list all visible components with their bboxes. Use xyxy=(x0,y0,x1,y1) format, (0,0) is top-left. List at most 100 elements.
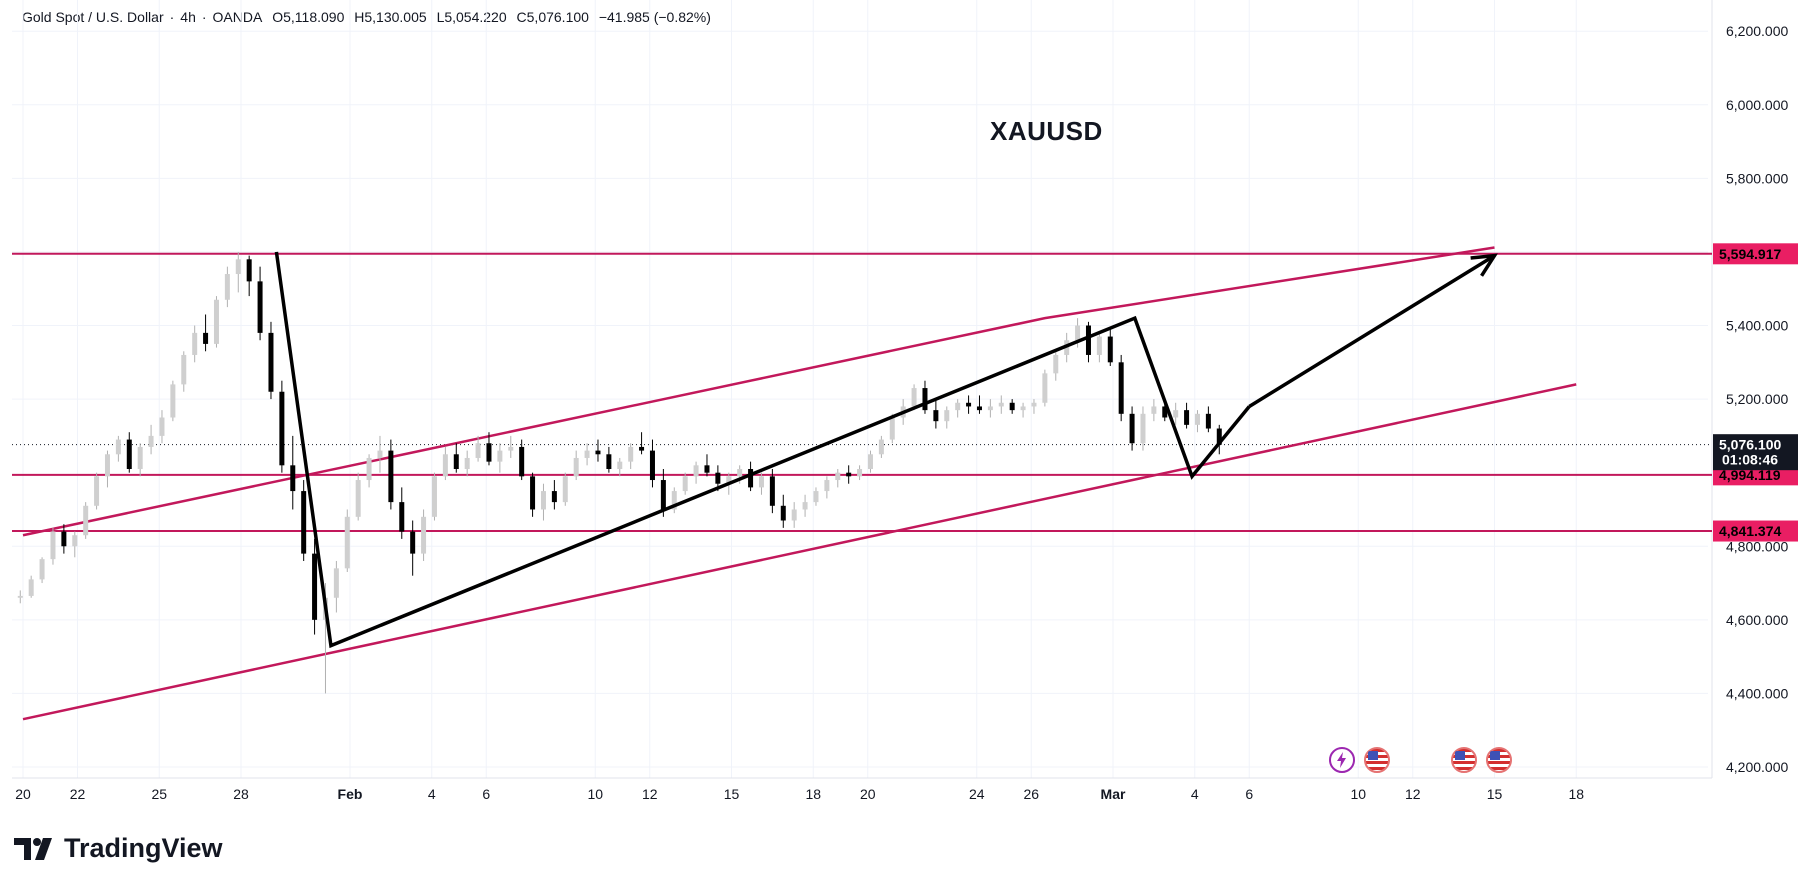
candle xyxy=(922,380,928,414)
header-separator: · xyxy=(169,9,175,25)
horizontal-levels xyxy=(12,246,1712,721)
candle xyxy=(758,472,764,495)
candle-body xyxy=(115,439,121,455)
candle xyxy=(126,432,132,473)
time-tick-label: 20 xyxy=(15,786,31,802)
candle-body xyxy=(682,476,688,492)
candle xyxy=(998,395,1004,414)
candle xyxy=(312,538,318,635)
us-flag-icon[interactable] xyxy=(1486,747,1512,773)
candle-body xyxy=(442,454,448,477)
time-tick-label: 18 xyxy=(805,786,821,802)
candle-body xyxy=(50,531,56,560)
time-tick-label: 4 xyxy=(428,786,436,802)
candle xyxy=(301,480,307,561)
candle xyxy=(1205,406,1211,433)
candle xyxy=(1042,369,1048,407)
candle-body xyxy=(857,469,863,477)
candle-body xyxy=(94,476,100,506)
time-tick-label: 6 xyxy=(482,786,490,802)
candle xyxy=(1053,351,1059,381)
candle xyxy=(115,435,121,462)
candle-body xyxy=(551,491,557,503)
candle-body xyxy=(530,476,536,510)
candle xyxy=(1107,329,1113,366)
candle-body xyxy=(213,299,219,344)
candle-body xyxy=(1075,325,1081,341)
trend-drawings xyxy=(274,251,1498,649)
candle xyxy=(1085,321,1091,363)
candle xyxy=(39,557,45,584)
candle xyxy=(584,443,590,466)
candle-body xyxy=(1173,410,1179,418)
candle-body xyxy=(813,491,819,503)
candle-body xyxy=(595,450,601,455)
price-tick-label: 4,200.000 xyxy=(1726,759,1788,775)
candle-body xyxy=(257,281,263,333)
candle xyxy=(649,439,655,488)
candle-body xyxy=(1031,402,1037,407)
candle-body xyxy=(955,402,961,411)
us-flag-icon[interactable] xyxy=(1451,747,1477,773)
candle xyxy=(213,296,219,348)
candle-body xyxy=(355,480,361,517)
candle-body xyxy=(388,450,394,503)
chart-header: Gold Spot / U.S. Dollar · 4h · OANDA O5,118.… xyxy=(22,9,717,25)
candle-body xyxy=(159,417,165,436)
projection-arrow-head xyxy=(1470,253,1498,277)
tradingview-brand[interactable]: TradingView xyxy=(14,833,223,864)
candle-body xyxy=(377,450,383,458)
candle xyxy=(453,443,459,473)
candle xyxy=(1009,399,1015,414)
timeframe-label[interactable]: 4h xyxy=(180,9,196,25)
candle-body xyxy=(1162,406,1168,418)
candle-body xyxy=(584,450,590,458)
candle xyxy=(1096,332,1102,363)
channel-line-lower xyxy=(22,383,1577,721)
level-price-tag-bg xyxy=(1713,243,1798,265)
candle-body xyxy=(39,559,45,580)
lightning-icon[interactable] xyxy=(1329,747,1355,773)
candle xyxy=(279,380,285,473)
time-tick-label: 26 xyxy=(1023,786,1039,802)
us-flag-icon[interactable] xyxy=(1364,747,1390,773)
candle-body xyxy=(148,435,154,447)
candle xyxy=(508,435,514,458)
candle-body xyxy=(464,457,470,470)
candle xyxy=(464,450,470,477)
candle-body xyxy=(1205,413,1211,429)
candle xyxy=(388,439,394,510)
candle xyxy=(955,399,961,418)
level-price-tag-label: 4,841.374 xyxy=(1719,523,1781,539)
time-tick-label: 4 xyxy=(1191,786,1199,802)
candle xyxy=(399,487,405,539)
price-tags: 5,594.917 4,994.119 4,841.374 5,076.10001:0… xyxy=(1713,243,1798,542)
candle xyxy=(933,399,939,429)
price-tick-label: 5,200.000 xyxy=(1726,391,1788,407)
candle xyxy=(257,266,263,341)
candle-body xyxy=(1151,406,1157,414)
candle-body xyxy=(453,454,459,470)
candle xyxy=(540,483,546,521)
price-tick-label: 6,200.000 xyxy=(1726,23,1788,39)
candle-body xyxy=(301,491,307,554)
symbol-title[interactable]: Gold Spot / U.S. Dollar xyxy=(22,9,164,25)
candle-body xyxy=(1096,336,1102,355)
candle-body xyxy=(1042,373,1048,403)
time-tick-label: 25 xyxy=(151,786,167,802)
candle-body xyxy=(486,443,492,462)
candle xyxy=(911,384,917,411)
candle-body xyxy=(639,446,645,451)
candle xyxy=(944,406,950,429)
candle xyxy=(475,435,481,462)
candle-body xyxy=(28,579,34,596)
candle-body xyxy=(1129,413,1135,444)
time-tick-label: 20 xyxy=(860,786,876,802)
candle-body xyxy=(998,402,1004,407)
candle-body xyxy=(137,446,143,470)
candle-body xyxy=(846,472,852,477)
time-tick-label: 15 xyxy=(724,786,740,802)
candle-body xyxy=(944,410,950,422)
candle xyxy=(562,472,568,506)
